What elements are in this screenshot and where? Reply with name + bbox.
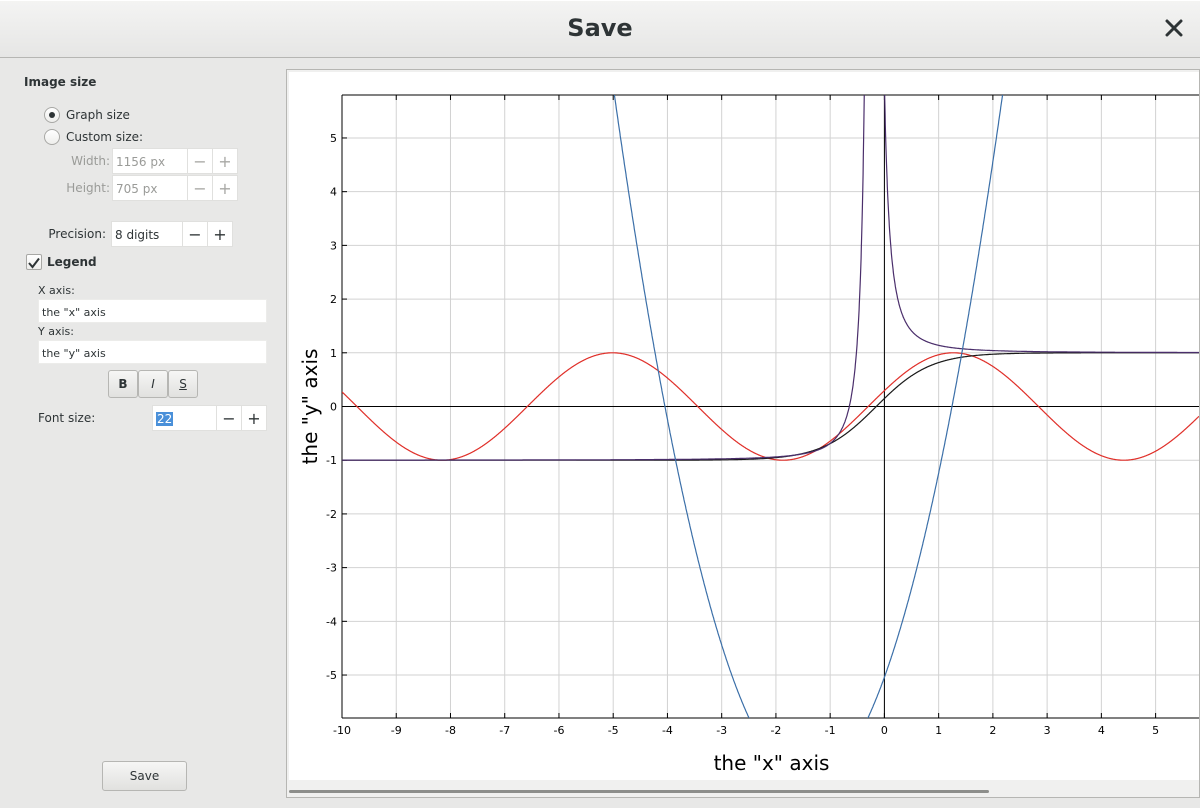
x-tick-label: -2 bbox=[770, 724, 781, 737]
precision-decrement-button[interactable]: − bbox=[182, 222, 207, 246]
width-spinbutton[interactable]: 1156 px − + bbox=[112, 148, 238, 174]
x-tick-label: -6 bbox=[553, 724, 564, 737]
graph-size-label: Graph size bbox=[66, 108, 130, 122]
width-increment-button[interactable]: + bbox=[212, 149, 237, 173]
series-line-1 bbox=[342, 352, 1199, 461]
height-spinbutton[interactable]: 705 px − + bbox=[112, 175, 238, 201]
dialog-title: Save bbox=[567, 14, 633, 42]
x-tick-label: -4 bbox=[662, 724, 673, 737]
y-tick-label: 4 bbox=[330, 186, 337, 199]
graph-preview[interactable]: -10 -9 -8 -7 -6 -5 -4 -3 -2 -1 0 1 2 3 4 5 -5 -4 -3 -2 -1 0 1 2… bbox=[286, 69, 1200, 798]
width-value[interactable]: 1156 px bbox=[116, 155, 166, 169]
y-tick-label: 5 bbox=[330, 132, 337, 145]
y-axis-label: Y axis: bbox=[38, 325, 74, 338]
width-label: Width: bbox=[71, 154, 110, 168]
y-tick-label: 3 bbox=[330, 239, 337, 252]
y-tick-label: -2 bbox=[326, 508, 337, 521]
width-decrement-button[interactable]: − bbox=[187, 149, 212, 173]
y-tick-label: -5 bbox=[326, 669, 337, 682]
bold-button[interactable]: B bbox=[108, 370, 138, 398]
height-value[interactable]: 705 px bbox=[116, 182, 158, 196]
x-tick-label: 3 bbox=[1044, 724, 1051, 737]
preview-canvas: -10 -9 -8 -7 -6 -5 -4 -3 -2 -1 0 1 2 3 4 5 -5 -4 -3 -2 -1 0 1 2… bbox=[289, 72, 1199, 780]
horizontal-scrollbar[interactable] bbox=[289, 790, 989, 793]
font-size-field[interactable]: 22 bbox=[153, 406, 216, 430]
image-size-heading: Image size bbox=[24, 75, 97, 89]
precision-spinbutton[interactable]: 8 digits − + bbox=[111, 221, 233, 247]
x-tick-label: 0 bbox=[881, 724, 888, 737]
y-axis-title: the "y" axis bbox=[298, 349, 322, 465]
close-button[interactable] bbox=[1158, 12, 1190, 44]
header-bar: Save bbox=[0, 0, 1200, 58]
series-line-4 bbox=[613, 95, 1004, 718]
legend-checkbox[interactable] bbox=[26, 254, 42, 270]
radio-indicator[interactable] bbox=[44, 107, 60, 123]
y-tick-label: -4 bbox=[326, 615, 337, 628]
custom-size-radio[interactable]: Custom size: bbox=[44, 129, 143, 145]
font-size-label: Font size: bbox=[38, 411, 96, 425]
x-axis-label: X axis: bbox=[38, 284, 75, 297]
x-tick-label: 1 bbox=[935, 724, 942, 737]
y-tick-label: 2 bbox=[330, 293, 337, 306]
x-tick-label: 4 bbox=[1098, 724, 1105, 737]
save-button[interactable]: Save bbox=[102, 761, 187, 791]
options-panel: Image size Graph size Custom size: Width… bbox=[0, 58, 280, 808]
x-tick-label: -9 bbox=[391, 724, 402, 737]
precision-increment-button[interactable]: + bbox=[207, 222, 232, 246]
underline-button[interactable]: S bbox=[168, 370, 198, 398]
font-size-decrement-button[interactable]: − bbox=[216, 406, 241, 430]
custom-size-label: Custom size: bbox=[66, 130, 144, 144]
x-tick-label: 2 bbox=[989, 724, 996, 737]
height-decrement-button[interactable]: − bbox=[187, 176, 212, 200]
italic-button[interactable]: I bbox=[138, 370, 168, 398]
precision-label: Precision: bbox=[48, 227, 106, 241]
font-size-value: 22 bbox=[156, 412, 174, 426]
legend-label: Legend bbox=[47, 255, 97, 269]
font-size-spinbutton[interactable]: 22 − + bbox=[152, 405, 267, 431]
x-tick-label: -1 bbox=[825, 724, 836, 737]
precision-value[interactable]: 8 digits bbox=[115, 228, 160, 242]
y-axis-input[interactable]: the "y" axis bbox=[38, 340, 267, 364]
x-axis-input[interactable]: the "x" axis bbox=[38, 299, 267, 323]
font-size-increment-button[interactable]: + bbox=[241, 406, 266, 430]
x-tick-label: -8 bbox=[445, 724, 456, 737]
x-tick-label: 5 bbox=[1152, 724, 1159, 737]
y-tick-label: 1 bbox=[330, 347, 337, 360]
y-tick-label: 0 bbox=[330, 401, 337, 414]
height-increment-button[interactable]: + bbox=[212, 176, 237, 200]
x-axis-title: the "x" axis bbox=[714, 751, 830, 775]
close-icon bbox=[1165, 19, 1183, 37]
x-tick-label: -3 bbox=[716, 724, 727, 737]
y-tick-label: -3 bbox=[326, 562, 337, 575]
graph-plot: -10 -9 -8 -7 -6 -5 -4 -3 -2 -1 0 1 2 3 4 5-5-4-3-2-1012… bbox=[298, 94, 1199, 775]
x-tick-label: -7 bbox=[499, 724, 510, 737]
radio-indicator[interactable] bbox=[44, 129, 60, 145]
x-tick-label: -5 bbox=[608, 724, 619, 737]
y-tick-label: -1 bbox=[326, 454, 337, 467]
x-tick-label: -10 bbox=[333, 724, 351, 737]
height-label: Height: bbox=[66, 181, 110, 195]
series-line-3 bbox=[342, 95, 1199, 461]
checkmark-icon bbox=[28, 257, 40, 269]
graph-size-radio[interactable]: Graph size bbox=[44, 107, 130, 123]
